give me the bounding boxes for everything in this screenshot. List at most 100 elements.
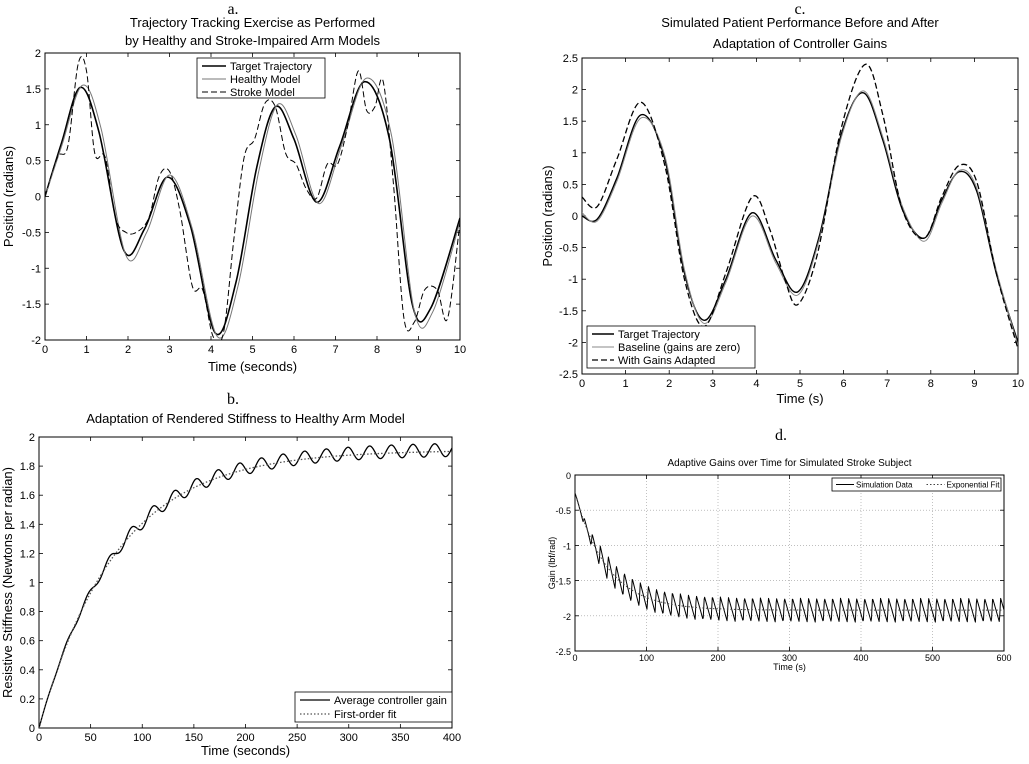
x-tick-label: 200 (236, 732, 254, 744)
chart-title-line: Simulated Patient Performance Before and… (661, 15, 939, 30)
y-tick-label: 1.5 (26, 84, 41, 96)
y-axis-label: Resistive Stiffness (Newtons per radian) (0, 467, 15, 698)
y-tick-label: 0 (572, 211, 578, 223)
x-tick-label: 5 (249, 344, 255, 356)
x-tick-label: 200 (710, 653, 725, 663)
x-tick-label: 50 (85, 732, 97, 744)
legend-label: With Gains Adapted (618, 355, 715, 367)
panel-letter: c. (794, 1, 805, 18)
series-group (575, 492, 1004, 623)
y-tick-label: 2.5 (563, 53, 578, 65)
x-axis-label: Time (s) (776, 391, 823, 406)
x-tick-label: 300 (340, 732, 358, 744)
legend-label: Healthy Model (230, 74, 300, 86)
x-tick-label: 10 (454, 344, 466, 356)
y-tick-label: 0.5 (26, 156, 41, 168)
legend-box (831, 477, 1002, 492)
x-tick-label: 5 (797, 378, 803, 390)
legend-label: Target Trajectory (618, 329, 700, 341)
x-tick-label: 8 (374, 344, 380, 356)
y-tick-label: 1 (572, 148, 578, 160)
x-tick-label: 100 (639, 653, 654, 663)
x-tick-label: 0 (579, 378, 585, 390)
y-tick-label: 1.5 (563, 116, 578, 128)
legend-box (586, 325, 756, 369)
series-group (45, 56, 460, 340)
x-tick-label: 600 (996, 653, 1011, 663)
x-tick-label: 1 (623, 378, 629, 390)
x-axis-label: Time (seconds) (208, 359, 297, 374)
x-tick-label: 300 (782, 653, 797, 663)
series-group (39, 443, 452, 728)
x-tick-label: 400 (443, 732, 461, 744)
legend-label: Target Trajectory (230, 61, 312, 73)
series-group (582, 63, 1018, 349)
y-axis-label: Position (radians) (540, 165, 555, 266)
x-tick-label: 2 (125, 344, 131, 356)
y-tick-label: 2 (572, 85, 578, 97)
y-axis-label: Position (radians) (1, 146, 16, 247)
chart-panel-4: d. Adaptive Gains over Time for Simulated… (547, 427, 1012, 672)
x-tick-label: 6 (841, 378, 847, 390)
y-tick-label: -1 (31, 263, 41, 275)
y-tick-label: 0 (29, 723, 35, 735)
x-tick-label: 0 (42, 344, 48, 356)
legend-box (294, 691, 453, 723)
panel-letter: b. (227, 391, 239, 408)
y-tick-label: -2.5 (559, 369, 578, 381)
x-tick-label: 400 (853, 653, 868, 663)
series-line-3 (45, 56, 460, 340)
x-tick-label: 350 (391, 732, 409, 744)
y-tick-label: 0.8 (20, 607, 35, 619)
y-tick-label: -0.5 (22, 227, 41, 239)
x-tick-label: 9 (971, 378, 977, 390)
y-tick-label: 0.4 (20, 665, 35, 677)
legend-label: First-order fit (334, 709, 396, 721)
y-tick-label: -1 (568, 274, 578, 286)
x-tick-label: 0 (36, 732, 42, 744)
y-tick-label: -2 (563, 612, 571, 622)
legend-box (196, 57, 326, 99)
chart-panel-2: b. Adaptation of Rendered Stiffness to He… (0, 391, 461, 758)
series-line-1 (575, 492, 1004, 623)
y-tick-label: -1.5 (22, 299, 41, 311)
series-line-1 (39, 443, 452, 728)
x-axis-label: Time (seconds) (201, 743, 290, 758)
y-tick-label: 0 (35, 192, 41, 204)
x-tick-label: 3 (710, 378, 716, 390)
y-tick-label: -2 (568, 337, 578, 349)
x-tick-label: 1 (83, 344, 89, 356)
x-tick-label: 250 (288, 732, 306, 744)
y-tick-label: 0.6 (20, 636, 35, 648)
panel-letter: a. (227, 1, 238, 18)
y-tick-label: 1.4 (20, 519, 35, 531)
y-tick-label: -2.5 (555, 647, 571, 657)
series-line-2 (39, 450, 452, 728)
x-axis-label: Time (s) (773, 662, 806, 672)
chart-panel-3: c.Simulated Patient Performance Before a… (540, 1, 1024, 406)
panel-letter: d. (775, 427, 787, 444)
chart-title-line: Trajectory Tracking Exercise as Performe… (130, 15, 375, 30)
x-tick-label: 500 (925, 653, 940, 663)
y-tick-label: 1 (35, 120, 41, 132)
x-tick-label: 9 (415, 344, 421, 356)
y-tick-label: 1.8 (20, 461, 35, 473)
y-axis-label: Gain (lbf/rad) (547, 537, 557, 590)
y-tick-label: 1.6 (20, 490, 35, 502)
chart-panel-1: a.Trajectory Tracking Exercise as Perfor… (1, 1, 466, 374)
y-tick-label: 0.2 (20, 694, 35, 706)
series-line-2 (45, 77, 460, 339)
x-tick-label: 2 (666, 378, 672, 390)
y-tick-label: 0.5 (563, 179, 578, 191)
y-tick-label: 1.2 (20, 548, 35, 560)
legend: Average controller gain First-order fit (294, 691, 453, 723)
legend-label: Simulation Data (856, 481, 913, 490)
y-tick-label: 0 (566, 471, 571, 481)
chart-title-line: Adaptive Gains over Time for Simulated S… (667, 458, 911, 469)
legend-label: Stroke Model (230, 87, 295, 99)
legend: Simulation Data Exponential Fit (831, 477, 1002, 492)
x-tick-label: 8 (928, 378, 934, 390)
y-tick-label: -1.5 (559, 306, 578, 318)
